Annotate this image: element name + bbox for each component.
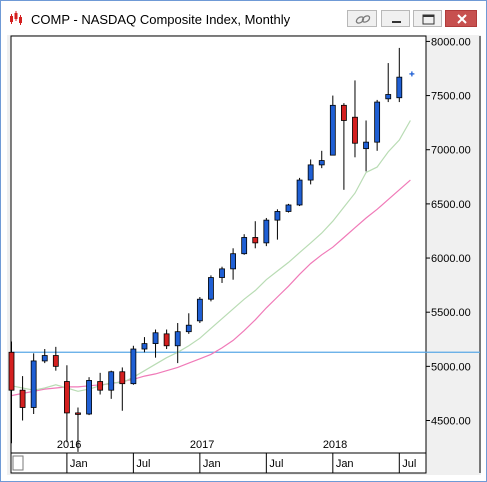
price-tick-label: 4500.00	[431, 416, 471, 428]
candle[interactable]	[130, 345, 137, 385]
candle[interactable]	[141, 337, 148, 353]
chart-area: 8000.00 7500.00 7000.00 6500.00 6000.00 5500.…	[7, 35, 481, 475]
scroll-handle[interactable]	[12, 455, 24, 471]
price-tick-label: 6500.00	[431, 199, 471, 211]
month-label: Jan	[70, 458, 88, 470]
plot-frame	[10, 35, 427, 454]
price-axis: 8000.00 7500.00 7000.00 6500.00 6000.00 5500.…	[426, 36, 471, 428]
month-label: Jul	[402, 458, 416, 470]
candle[interactable]	[64, 365, 70, 443]
close-icon	[457, 14, 467, 24]
candle[interactable]	[185, 313, 192, 334]
year-label: 2017	[190, 439, 214, 451]
candle[interactable]	[352, 80, 358, 158]
candle[interactable]	[8, 341, 15, 444]
minimize-button[interactable]	[381, 10, 410, 27]
candle[interactable]	[274, 209, 281, 240]
moving-average-long	[11, 179, 411, 397]
candle[interactable]	[97, 372, 104, 395]
link-button[interactable]	[347, 10, 377, 27]
price-tick-label: 5000.00	[431, 361, 471, 373]
link-icon	[355, 15, 371, 24]
price-tick-label: 7500.00	[431, 91, 471, 103]
close-button[interactable]	[445, 10, 477, 27]
candle[interactable]	[174, 323, 181, 364]
price-tick-label: 6000.00	[431, 253, 471, 265]
restore-icon	[422, 14, 435, 25]
candle[interactable]	[329, 95, 336, 156]
candle[interactable]	[385, 63, 392, 103]
price-tick-label: 7000.00	[431, 145, 471, 157]
candle[interactable]	[318, 150, 325, 169]
candles-layer	[8, 47, 415, 452]
candle[interactable]	[119, 367, 126, 411]
candle[interactable]	[152, 329, 159, 358]
month-label: Jan	[336, 458, 354, 470]
candle[interactable]	[374, 99, 381, 151]
month-label: Jul	[269, 458, 283, 470]
indicator-layer	[11, 120, 480, 397]
candle[interactable]	[263, 217, 270, 247]
month-label: Jul	[136, 458, 150, 470]
candle[interactable]	[19, 376, 26, 421]
candle[interactable]	[296, 177, 303, 207]
price-tick-label: 8000.00	[431, 36, 471, 48]
month-label: Jan	[203, 458, 221, 470]
candle[interactable]	[241, 234, 248, 255]
candle[interactable]	[196, 297, 203, 324]
last-price-marker	[409, 71, 415, 77]
moving-average-short	[11, 120, 411, 392]
candle[interactable]	[208, 275, 214, 302]
candle[interactable]	[86, 377, 92, 416]
candle[interactable]	[230, 248, 237, 280]
candle[interactable]	[163, 329, 170, 350]
candle[interactable]	[340, 103, 347, 190]
time-axis-frame	[10, 452, 427, 474]
title-bar[interactable]: COMP - NASDAQ Composite Index, Monthly	[1, 1, 486, 35]
minimize-icon	[392, 21, 401, 23]
year-label: 2018	[323, 439, 347, 451]
candle[interactable]	[219, 266, 225, 283]
candle[interactable]	[285, 203, 292, 213]
candle[interactable]	[363, 120, 369, 172]
price-tick-label: 5500.00	[431, 307, 471, 319]
year-label: 2016	[57, 439, 81, 451]
chart-app-icon	[9, 11, 23, 25]
time-axis: Jan Jul Jan Jul Jan Jul 2016 2017 2018	[57, 439, 416, 473]
candle[interactable]	[307, 159, 314, 185]
candle[interactable]	[52, 346, 59, 371]
candle[interactable]	[252, 221, 259, 249]
candle[interactable]	[41, 349, 48, 364]
candle[interactable]	[396, 47, 403, 103]
window-title: COMP - NASDAQ Composite Index, Monthly	[31, 12, 291, 27]
candle[interactable]	[108, 370, 115, 399]
candle[interactable]	[30, 353, 37, 415]
candlestick-chart[interactable]: 8000.00 7500.00 7000.00 6500.00 6000.00 5500.…	[7, 35, 481, 475]
restore-button[interactable]	[413, 10, 442, 27]
candle[interactable]	[75, 407, 81, 452]
